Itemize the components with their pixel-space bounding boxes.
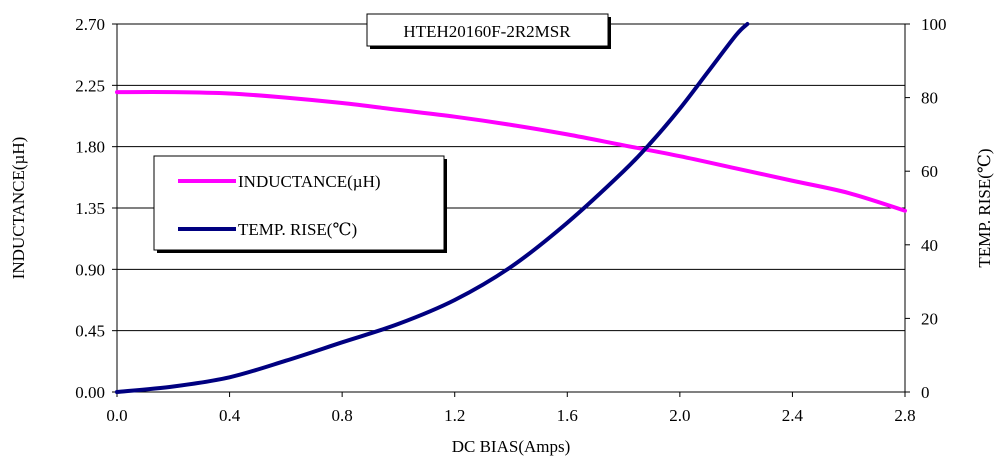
y-left-tick-label: 2.70 bbox=[75, 15, 105, 34]
y-left-tick-label: 0.45 bbox=[75, 322, 105, 341]
y-right-tick-label: 20 bbox=[921, 309, 938, 328]
y-left-tick-label: 2.25 bbox=[75, 76, 105, 95]
x-axis-title: DC BIAS(Amps) bbox=[452, 437, 571, 456]
y-axis-left-title: INDUCTANCE(µH) bbox=[9, 137, 28, 280]
chart-title-box: HTEH20160F-2R2MSR bbox=[366, 13, 611, 49]
y-right-tick-label: 80 bbox=[921, 89, 938, 108]
y-left-tick-label: 0.00 bbox=[75, 383, 105, 402]
legend-label-2: TEMP. RISE(℃) bbox=[238, 220, 357, 239]
x-axis: 0.0 0.4 0.8 1.2 1.6 2.0 2.4 2.8 bbox=[106, 392, 916, 425]
series-lines bbox=[115, 22, 907, 394]
legend: INDUCTANCE(µH) TEMP. RISE(℃) bbox=[153, 155, 447, 253]
y-right-tick-label: 100 bbox=[921, 15, 947, 34]
x-tick-label: 0.8 bbox=[332, 406, 353, 425]
y-axis-right: 0 20 40 60 80 100 bbox=[905, 15, 947, 402]
x-tick-label: 0.0 bbox=[106, 406, 127, 425]
series-line-1 bbox=[115, 90, 907, 213]
x-tick-label: 1.2 bbox=[444, 406, 465, 425]
legend-label-1: INDUCTANCE(µH) bbox=[238, 172, 381, 191]
y-axis-left: 0.00 0.45 0.90 1.35 1.80 2.25 2.70 bbox=[75, 15, 117, 402]
x-tick-label: 0.4 bbox=[219, 406, 241, 425]
x-tick-label: 1.6 bbox=[557, 406, 578, 425]
chart-title: HTEH20160F-2R2MSR bbox=[403, 22, 571, 41]
y-right-tick-label: 60 bbox=[921, 162, 938, 181]
x-tick-label: 2.8 bbox=[894, 406, 915, 425]
x-tick-label: 2.4 bbox=[782, 406, 804, 425]
y-right-tick-label: 0 bbox=[921, 383, 930, 402]
x-tick-label: 2.0 bbox=[669, 406, 690, 425]
y-left-tick-label: 0.90 bbox=[75, 260, 105, 279]
series-line-2 bbox=[115, 22, 750, 394]
y-left-tick-label: 1.80 bbox=[75, 138, 105, 157]
y-right-tick-label: 40 bbox=[921, 236, 938, 255]
y-axis-right-title: TEMP. RISE(℃) bbox=[975, 148, 994, 267]
y-left-tick-label: 1.35 bbox=[75, 199, 105, 218]
